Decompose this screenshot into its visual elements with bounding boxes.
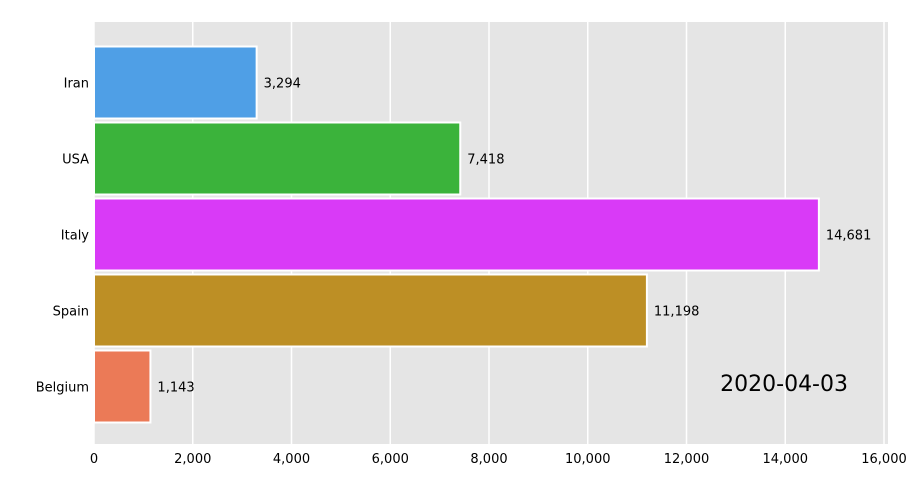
x-tick-label: 12,000 (664, 452, 710, 467)
x-axis-ticks: 0 2,000 4,000 6,000 8,000 10,000 12,000 14,000 1… (90, 452, 907, 467)
value-label: 3,294 (264, 77, 301, 92)
x-tick-label: 8,000 (470, 452, 507, 467)
x-tick-label: 16,000 (861, 452, 907, 467)
date-label: 2020-04-03 (720, 372, 848, 397)
bars-group: 3,294 7,418 14,681 11,198 1,143 (93, 45, 872, 424)
x-tick-label: 0 (90, 452, 98, 467)
x-tick-label: 2,000 (174, 452, 211, 467)
bar-usa (93, 121, 462, 196)
x-tick-label: 6,000 (372, 452, 409, 467)
bar-belgium (93, 349, 152, 424)
value-label: 7,418 (467, 153, 504, 168)
y-axis-labels: Iran USA Italy Spain Belgium (36, 77, 90, 396)
value-label: 11,198 (654, 305, 700, 320)
category-label: Italy (61, 229, 90, 244)
bar-spain (93, 273, 648, 348)
category-label: USA (62, 153, 89, 168)
bar-iran (93, 45, 258, 120)
category-label: Belgium (36, 381, 89, 396)
category-label: Spain (53, 305, 89, 320)
x-tick-label: 14,000 (763, 452, 809, 467)
category-label: Iran (64, 77, 89, 92)
value-label: 1,143 (157, 381, 194, 396)
x-tick-label: 4,000 (273, 452, 310, 467)
x-tick-label: 10,000 (565, 452, 611, 467)
value-label: 14,681 (826, 229, 872, 244)
bar-italy (93, 197, 820, 272)
